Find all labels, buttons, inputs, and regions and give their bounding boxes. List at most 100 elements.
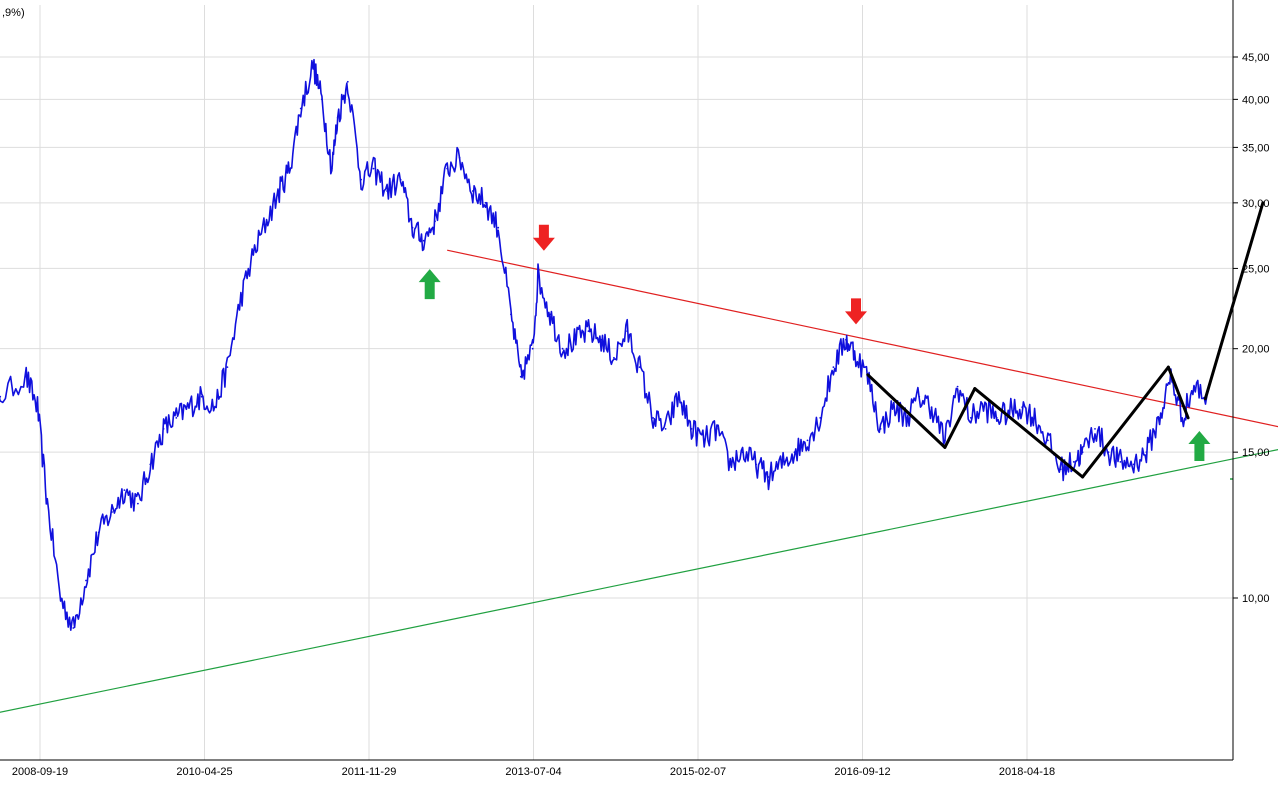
price-point bbox=[519, 375, 522, 378]
price-point bbox=[188, 406, 190, 408]
price-point bbox=[434, 220, 436, 223]
price-point bbox=[252, 253, 255, 256]
projection-lines bbox=[866, 201, 1265, 479]
x-tick-label: 2013-07-04 bbox=[505, 766, 561, 778]
price-point bbox=[484, 201, 487, 204]
price-point bbox=[386, 190, 388, 192]
buy-arrow-icon bbox=[418, 269, 441, 300]
price-point bbox=[1158, 417, 1161, 419]
price-series bbox=[0, 58, 1208, 631]
price-point bbox=[288, 167, 291, 170]
price-point bbox=[600, 338, 603, 341]
price-point bbox=[471, 190, 474, 192]
price-point bbox=[944, 439, 946, 442]
price-point bbox=[930, 406, 933, 408]
price-point bbox=[372, 167, 375, 170]
x-tick-label: 2018-04-18 bbox=[999, 766, 1055, 778]
price-point bbox=[312, 64, 314, 66]
price-point bbox=[111, 511, 113, 513]
price-point bbox=[845, 338, 847, 341]
price-point bbox=[1181, 417, 1184, 419]
price-point bbox=[690, 428, 693, 430]
price-point bbox=[638, 366, 641, 368]
x-tick-label: 2011-11-29 bbox=[342, 766, 397, 778]
price-point bbox=[853, 351, 856, 354]
price-point bbox=[510, 313, 512, 316]
price-point bbox=[321, 98, 323, 101]
price-point bbox=[574, 338, 577, 341]
signal-markers bbox=[418, 224, 1233, 480]
y-tick-label: 25,00 bbox=[1242, 263, 1270, 275]
grid bbox=[0, 5, 1233, 760]
price-point bbox=[175, 417, 178, 419]
price-point bbox=[982, 406, 985, 408]
price-point bbox=[59, 597, 62, 599]
price-point bbox=[1008, 410, 1011, 413]
y-tick-label: 10,00 bbox=[1242, 593, 1270, 605]
y-tick-label: 45,00 bbox=[1242, 52, 1270, 64]
price-point bbox=[755, 463, 757, 466]
price-point bbox=[346, 80, 349, 83]
price-point bbox=[1193, 385, 1195, 388]
sell-arrow-icon bbox=[845, 298, 867, 325]
projection-segment bbox=[1203, 201, 1265, 401]
price-point bbox=[149, 463, 152, 466]
price-point bbox=[299, 107, 302, 110]
price-point bbox=[806, 439, 809, 442]
price-point bbox=[1033, 417, 1036, 419]
price-point bbox=[832, 366, 835, 368]
buy-arrow-icon bbox=[1188, 431, 1211, 461]
x-tick-label: 2015-02-07 bbox=[670, 766, 726, 778]
price-point bbox=[879, 428, 882, 430]
price-point bbox=[767, 476, 770, 478]
projection-segment bbox=[943, 387, 977, 449]
y-tick-label: 35,00 bbox=[1242, 142, 1270, 154]
price-point bbox=[716, 428, 718, 430]
x-tick-label: 2010-04-25 bbox=[176, 766, 232, 778]
price-point bbox=[399, 178, 402, 181]
price-point bbox=[278, 190, 281, 192]
price-point bbox=[1072, 461, 1075, 463]
price-point bbox=[918, 395, 921, 398]
price-point bbox=[626, 330, 629, 332]
price-point bbox=[1021, 406, 1024, 408]
price-point bbox=[1107, 451, 1110, 454]
price-point bbox=[265, 220, 268, 223]
price-point bbox=[97, 531, 100, 534]
price-point bbox=[1145, 451, 1148, 454]
y-tick-label: 20,00 bbox=[1242, 344, 1270, 356]
x-tick-label: 2008-09-19 bbox=[12, 766, 68, 778]
trendlines bbox=[0, 249, 1278, 713]
projection-segment bbox=[1081, 365, 1170, 479]
price-point bbox=[446, 167, 449, 170]
price-point bbox=[613, 356, 615, 359]
price-point bbox=[458, 156, 461, 159]
price-point bbox=[729, 463, 732, 466]
price-point bbox=[123, 489, 126, 491]
price-point bbox=[1047, 439, 1049, 442]
price-point bbox=[892, 406, 895, 408]
price-point bbox=[956, 385, 959, 388]
price-point bbox=[1132, 463, 1135, 466]
price-point bbox=[703, 439, 706, 442]
price-point bbox=[1094, 428, 1096, 430]
price-point bbox=[0, 395, 2, 398]
price-point bbox=[819, 417, 822, 419]
price-line bbox=[0, 58, 1208, 631]
price-point bbox=[36, 406, 39, 408]
price-point bbox=[531, 347, 534, 350]
price-point bbox=[85, 579, 87, 582]
corner-label: ,9%) bbox=[2, 7, 25, 19]
price-point bbox=[72, 627, 75, 629]
price-point bbox=[1119, 461, 1122, 463]
price-point bbox=[240, 297, 242, 300]
projection-segment bbox=[1166, 365, 1190, 420]
price-point bbox=[422, 239, 425, 242]
price-point bbox=[664, 428, 667, 430]
price-point bbox=[549, 313, 551, 316]
price-point bbox=[360, 178, 362, 181]
y-tick-label: 30,00 bbox=[1242, 198, 1270, 210]
price-point bbox=[1059, 468, 1062, 471]
